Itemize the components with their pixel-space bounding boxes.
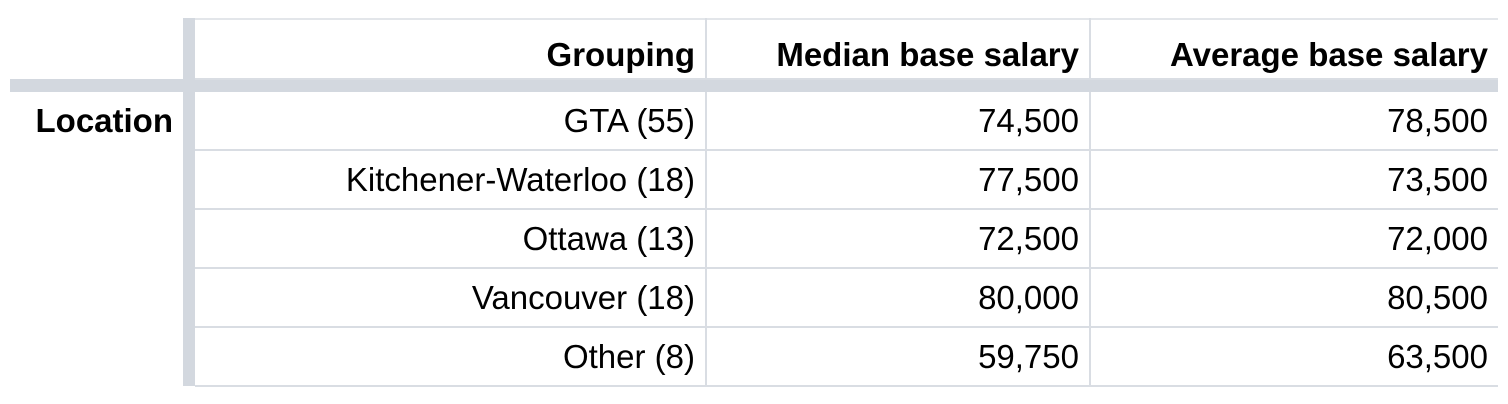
header-median-base-salary[interactable]: Median base salary xyxy=(706,18,1091,80)
table-row: Location GTA (55) 74,500 78,500 xyxy=(10,92,1498,151)
header-average-base-salary[interactable]: Average base salary xyxy=(1090,18,1498,80)
median-cell[interactable]: 72,500 xyxy=(706,209,1091,269)
median-cell[interactable]: 77,500 xyxy=(706,150,1091,210)
median-cell[interactable]: 59,750 xyxy=(706,327,1091,387)
row-label-blank[interactable] xyxy=(10,209,183,268)
frozen-row-divider[interactable] xyxy=(10,79,1498,92)
corner-cell[interactable] xyxy=(10,18,183,79)
table-row: Vancouver (18) 80,000 80,500 xyxy=(10,268,1498,328)
median-cell[interactable]: 74,500 xyxy=(706,92,1091,151)
table-row: Other (8) 59,750 63,500 xyxy=(10,327,1498,387)
table-row: Kitchener-Waterloo (18) 77,500 73,500 xyxy=(10,150,1498,210)
header-grouping[interactable]: Grouping xyxy=(195,18,707,80)
header-row: Grouping Median base salary Average base… xyxy=(10,18,1498,386)
grouping-cell[interactable]: GTA (55) xyxy=(195,92,707,151)
grouping-cell[interactable]: Kitchener-Waterloo (18) xyxy=(195,150,707,210)
grouping-cell[interactable]: Other (8) xyxy=(195,327,707,387)
average-cell[interactable]: 73,500 xyxy=(1090,150,1498,210)
salary-table: Grouping Median base salary Average base… xyxy=(10,18,1498,387)
grouping-cell[interactable]: Ottawa (13) xyxy=(195,209,707,269)
average-cell[interactable]: 80,500 xyxy=(1090,268,1498,328)
average-cell[interactable]: 72,000 xyxy=(1090,209,1498,269)
row-label-blank[interactable] xyxy=(10,150,183,209)
row-label-blank[interactable] xyxy=(10,268,183,327)
row-label-blank[interactable] xyxy=(10,327,183,386)
table-row: Ottawa (13) 72,500 72,000 xyxy=(10,209,1498,269)
median-cell[interactable]: 80,000 xyxy=(706,268,1091,328)
row-group-label[interactable]: Location xyxy=(35,102,174,139)
average-cell[interactable]: 63,500 xyxy=(1090,327,1498,387)
average-cell[interactable]: 78,500 xyxy=(1090,92,1498,151)
frozen-column-divider[interactable] xyxy=(183,18,195,386)
grouping-cell[interactable]: Vancouver (18) xyxy=(195,268,707,328)
